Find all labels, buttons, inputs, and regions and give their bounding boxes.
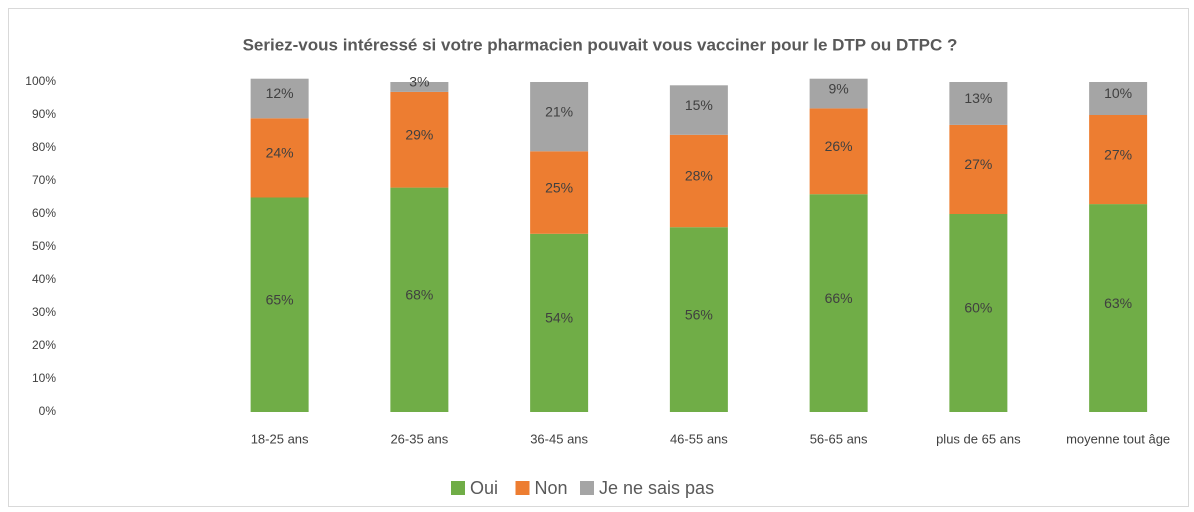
- legend-label: Je ne sais pas: [599, 478, 714, 498]
- x-tick-label: 56-65 ans: [810, 431, 868, 446]
- bar-segment: [669, 85, 728, 135]
- data-label: 56%: [685, 306, 713, 322]
- data-label: 63%: [1104, 295, 1132, 311]
- bar-segment: [809, 108, 868, 195]
- y-tick-label: 70%: [32, 173, 56, 187]
- legend-swatch: [515, 481, 530, 495]
- bar-segment: [390, 82, 449, 92]
- data-label: 29%: [405, 126, 433, 142]
- x-tick-label: 46-55 ans: [670, 431, 728, 446]
- data-label: 54%: [545, 310, 573, 326]
- data-label: 26%: [825, 138, 853, 154]
- data-label: 10%: [1104, 85, 1132, 101]
- y-tick-label: 40%: [32, 272, 56, 286]
- bar-segment: [250, 197, 309, 412]
- bar-segment: [530, 233, 589, 412]
- bar-segment: [949, 214, 1008, 412]
- data-label: 3%: [409, 74, 429, 90]
- data-label: 27%: [964, 156, 992, 172]
- bar-segment: [809, 194, 868, 412]
- chart-title: Seriez-vous intéressé si votre pharmacie…: [243, 35, 958, 54]
- bar-segment: [250, 78, 309, 119]
- x-tick-label: moyenne tout âge: [1066, 431, 1170, 446]
- bar-segment: [390, 91, 449, 188]
- data-label: 68%: [405, 287, 433, 303]
- bar-segment: [1089, 82, 1148, 115]
- x-tick-label: 26-35 ans: [390, 431, 448, 446]
- bar-segment: [1089, 115, 1148, 205]
- bar-segment: [390, 187, 449, 412]
- bar-segment: [250, 118, 309, 198]
- y-tick-label: 10%: [32, 371, 56, 385]
- legend-swatch: [451, 481, 465, 495]
- data-label: 21%: [545, 103, 573, 119]
- data-label: 24%: [266, 145, 294, 161]
- y-tick-label: 60%: [32, 206, 56, 220]
- data-label: 9%: [829, 80, 849, 96]
- x-tick-label: 18-25 ans: [251, 431, 309, 446]
- data-label: 12%: [266, 85, 294, 101]
- y-tick-label: 50%: [32, 239, 56, 253]
- x-tick-label: 36-45 ans: [530, 431, 588, 446]
- data-label: 60%: [964, 300, 992, 316]
- data-label: 25%: [545, 179, 573, 195]
- data-label: 15%: [685, 97, 713, 113]
- y-tick-label: 20%: [32, 338, 56, 352]
- y-tick-label: 30%: [32, 305, 56, 319]
- data-label: 27%: [1104, 146, 1132, 162]
- bar-segment: [669, 134, 728, 228]
- data-label: 65%: [266, 291, 294, 307]
- legend-label: Non: [535, 478, 568, 498]
- bar-segment: [1089, 204, 1148, 412]
- y-tick-label: 100%: [25, 74, 56, 88]
- data-label: 28%: [685, 168, 713, 184]
- bar-segment: [809, 78, 868, 109]
- bar-segment: [669, 227, 728, 412]
- bar-segment: [530, 151, 589, 234]
- x-tick-label: plus de 65 ans: [936, 431, 1021, 446]
- bar-segment: [949, 124, 1008, 214]
- bar-segment: [949, 82, 1008, 125]
- bar-segment: [530, 82, 589, 152]
- y-tick-label: 80%: [32, 140, 56, 154]
- data-label: 13%: [964, 90, 992, 106]
- legend-label: Oui: [470, 478, 498, 498]
- y-tick-label: 0%: [39, 404, 57, 418]
- data-label: 66%: [825, 290, 853, 306]
- legend-swatch: [580, 481, 594, 495]
- y-tick-label: 90%: [32, 107, 56, 121]
